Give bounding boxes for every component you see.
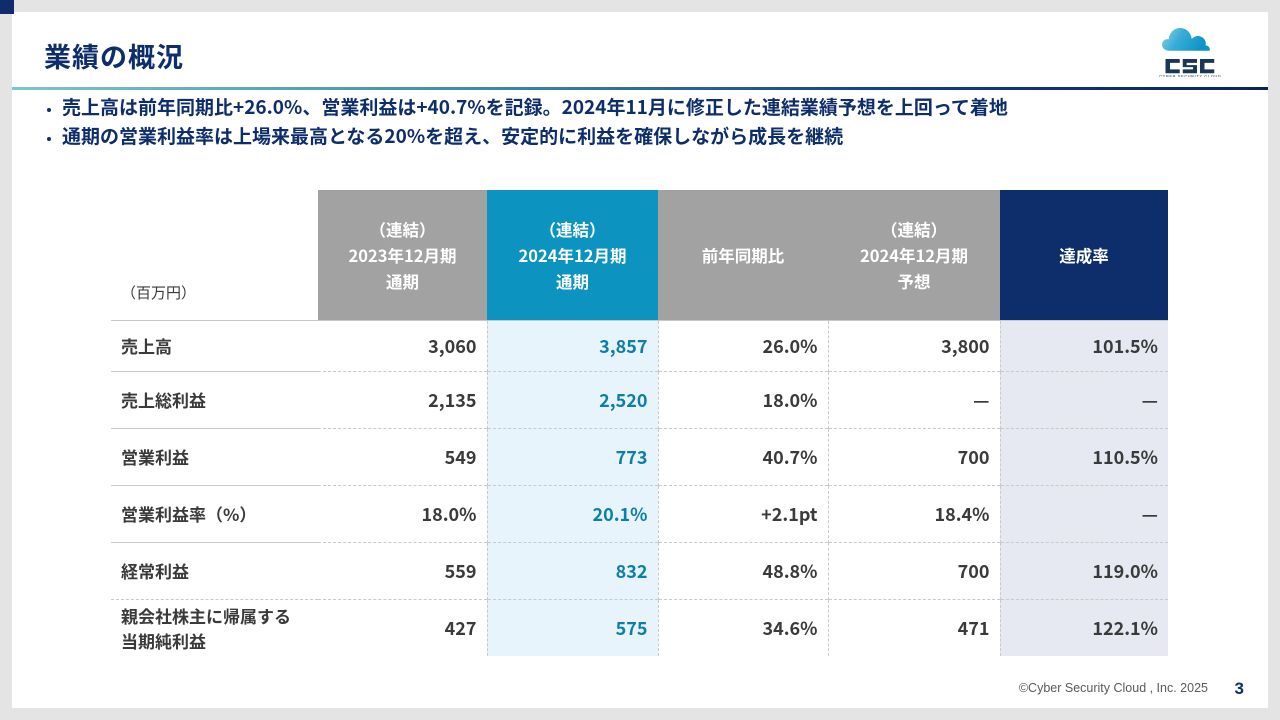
svg-text:CYBER SECURITY CLOUD: CYBER SECURITY CLOUD xyxy=(1159,73,1221,77)
